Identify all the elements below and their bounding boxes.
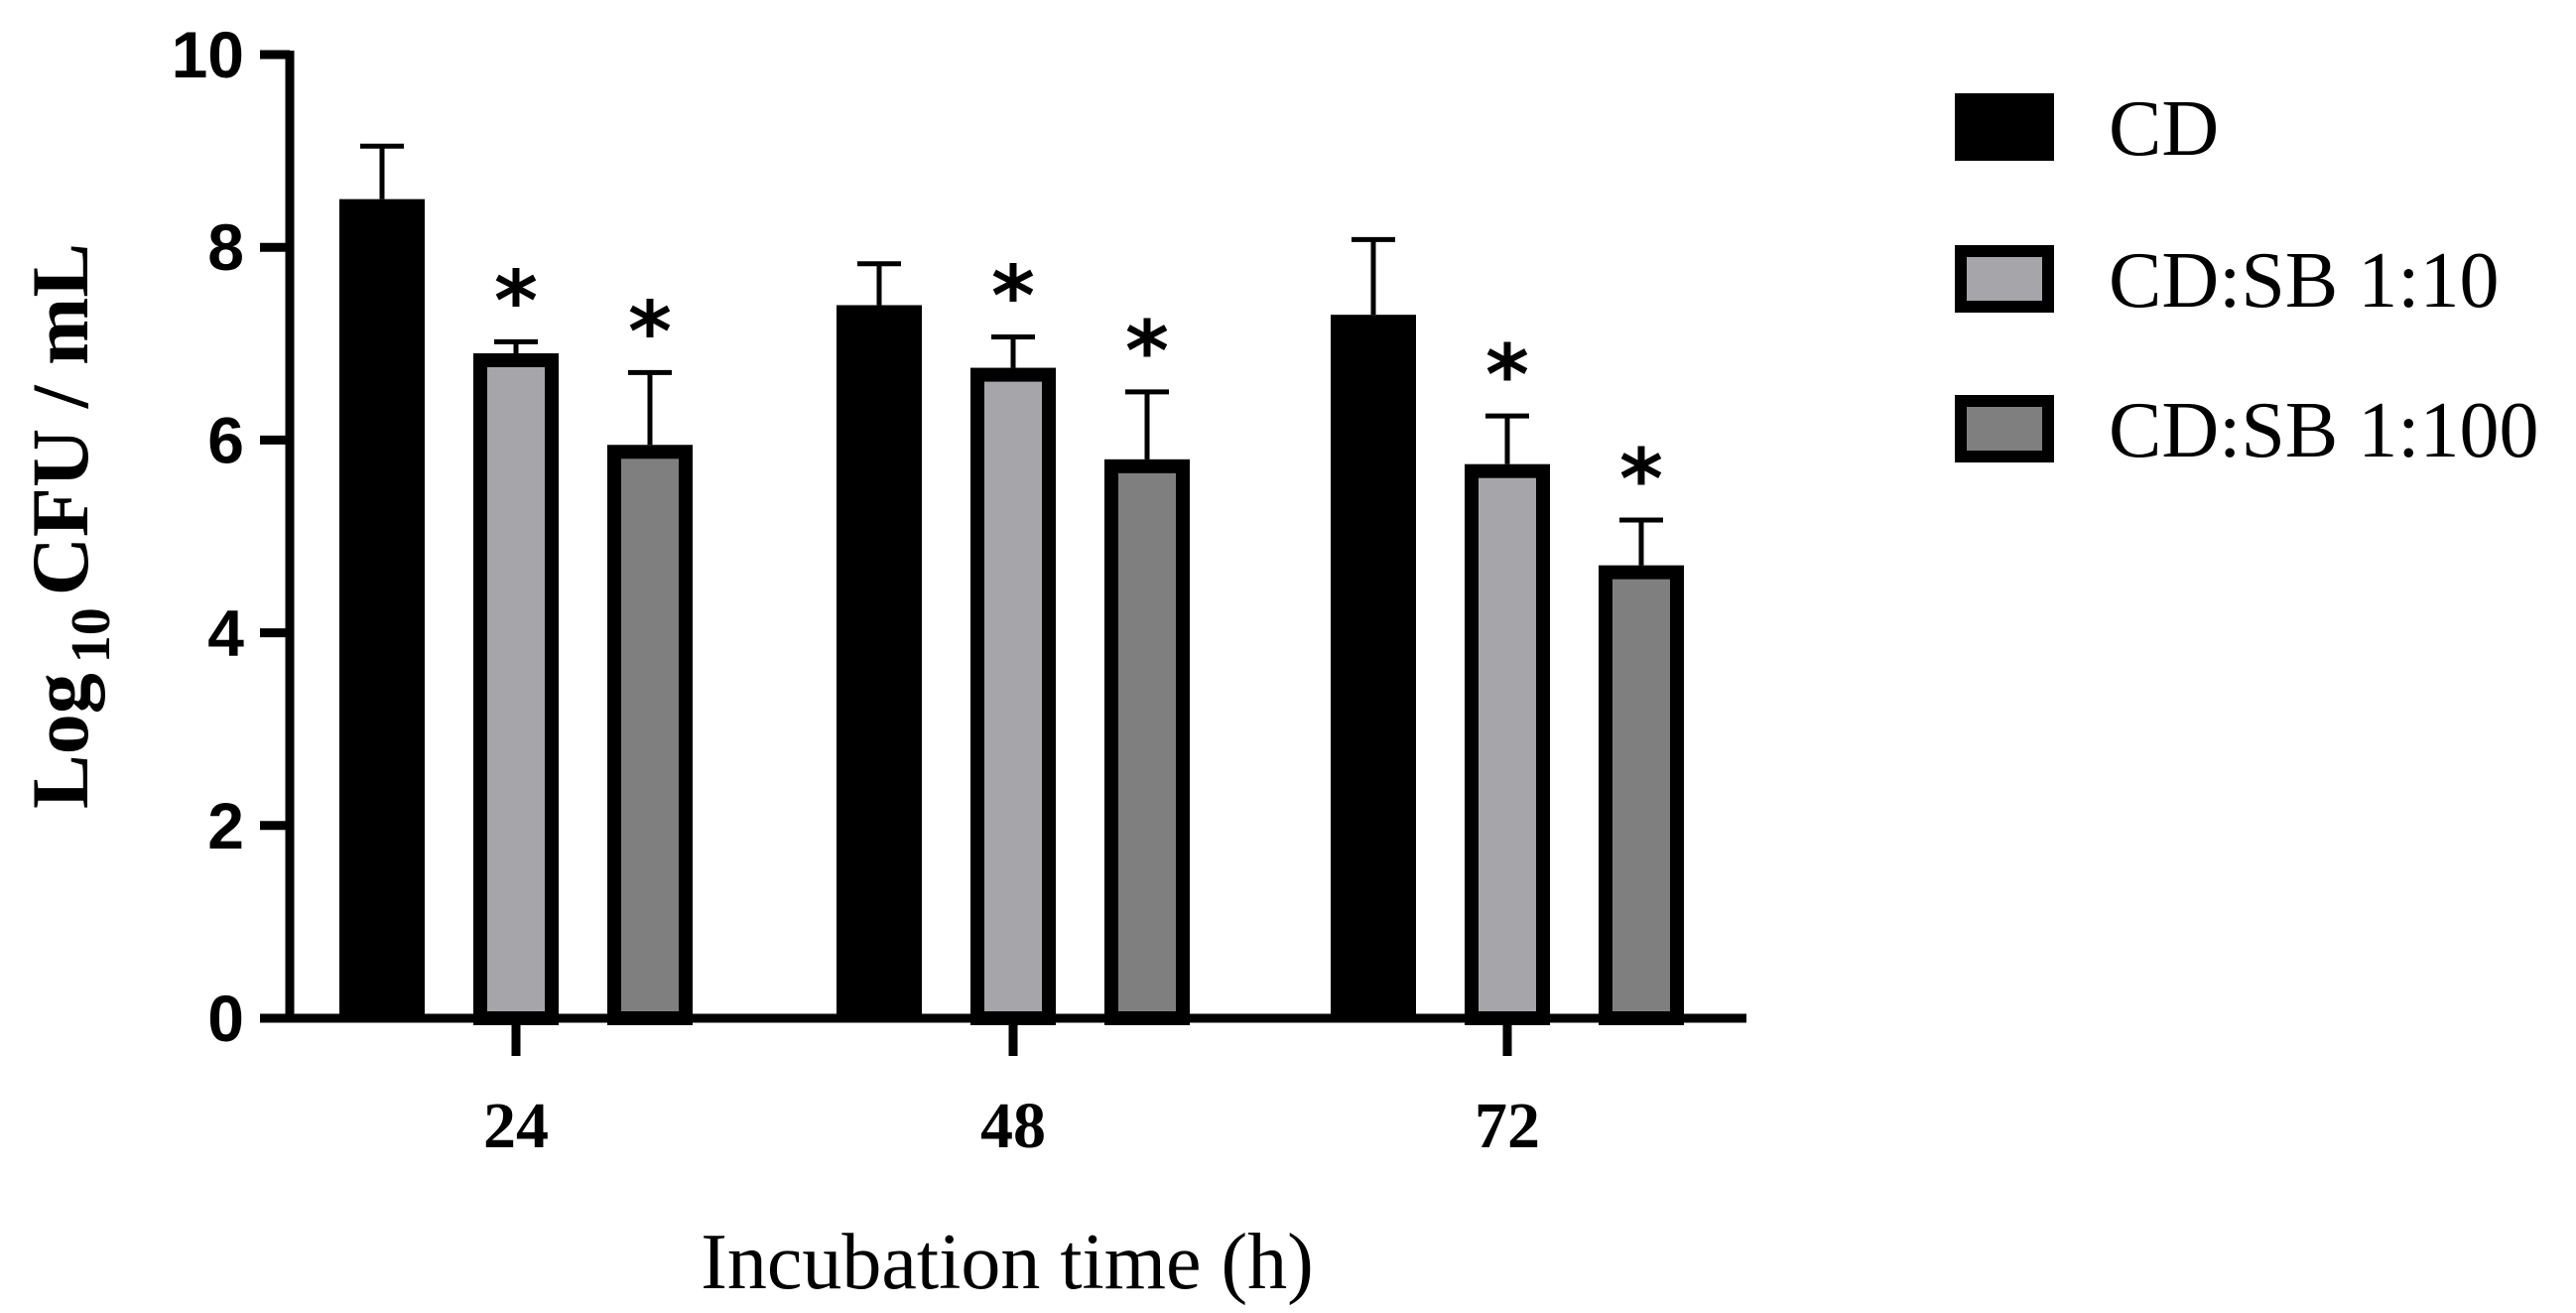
x-tick-label: 48 — [980, 1090, 1046, 1162]
significance-star: * — [628, 283, 672, 380]
x-tick-label: 24 — [483, 1090, 549, 1162]
bar-cd-24 — [339, 198, 425, 1018]
bar-cd-48 — [837, 305, 922, 1019]
y-tick-label: 6 — [207, 403, 244, 476]
y-axis-title-rest: CFU / mL — [15, 243, 105, 595]
significance-star: * — [494, 252, 538, 349]
legend: CD CD:SB 1:10 CD:SB 1:100 — [1955, 85, 2538, 474]
y-axis-title-main: Log — [15, 673, 105, 809]
bar-cd-sb-1-100-72 — [1599, 565, 1684, 1025]
y-axis-title: Log 10 CFU / mL — [15, 243, 122, 809]
bar-cd-sb-1-100-48 — [1104, 459, 1190, 1025]
significance-star: * — [1619, 431, 1663, 528]
y-tick-label: 0 — [207, 982, 244, 1055]
y-tick-label: 2 — [207, 789, 244, 862]
y-axis-title-subscript: 10 — [61, 607, 122, 663]
legend-swatch — [1955, 245, 2054, 313]
significance-star: * — [1485, 327, 1529, 424]
y-tick-label: 8 — [207, 210, 244, 284]
bar-cd-sb-1-100-24 — [607, 445, 693, 1025]
bar-cd-72 — [1331, 315, 1416, 1018]
bar-cd-sb-1-10-72 — [1465, 463, 1550, 1025]
x-tick-label: 72 — [1475, 1090, 1540, 1162]
x-axis-ticks: 24 48 72 — [483, 1018, 1540, 1162]
legend-label: CD — [2109, 85, 2219, 173]
bars — [339, 198, 1684, 1025]
error-bars — [360, 143, 1663, 566]
legend-label: CD:SB 1:100 — [2109, 387, 2538, 474]
y-tick-label: 4 — [207, 596, 244, 670]
bar-cd-sb-1-10-48 — [970, 367, 1056, 1025]
legend-label: CD:SB 1:10 — [2109, 237, 2499, 325]
legend-swatch — [1955, 93, 2054, 161]
legend-swatch — [1955, 395, 2054, 462]
x-axis-title: Incubation time (h) — [701, 1219, 1314, 1306]
bar-cd-sb-1-10-24 — [473, 353, 559, 1025]
y-axis-ticks: 0 2 4 6 8 10 — [172, 18, 290, 1055]
significance-star: * — [991, 248, 1035, 345]
y-tick-label: 10 — [172, 18, 244, 91]
significance-star: * — [1125, 303, 1169, 400]
significance-markers: * * * * * * — [494, 248, 1663, 528]
